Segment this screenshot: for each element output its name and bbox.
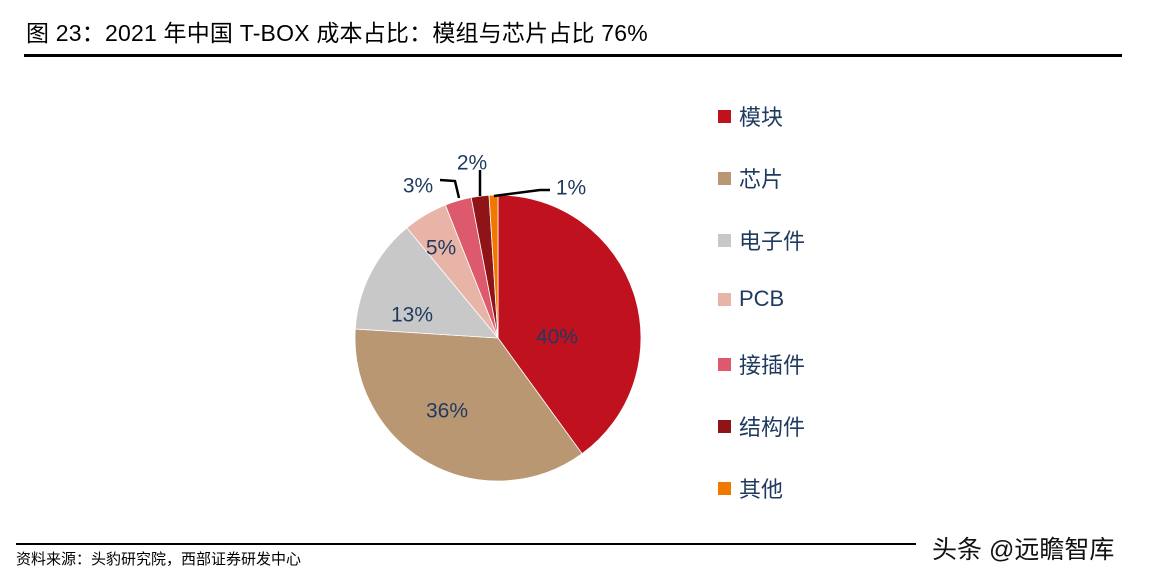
legend-item: 芯片 [718,162,783,194]
pie-slice-1 [354,328,583,482]
pie-label-0: 40% [536,326,578,349]
pie-label-2: 13% [391,304,433,327]
pie-slice-2 [354,227,499,339]
legend-label: 其他 [739,478,784,503]
legend-swatch [718,109,731,123]
leader-lines [439,170,550,199]
watermark: 头条 @远瞻智库 [932,536,1115,564]
legend-item: 结构件 [718,410,805,442]
pie-label-5: 2% [457,152,487,175]
legend-swatch [718,233,731,247]
pie-label-3: 5% [426,237,456,260]
legend-label: 接插件 [739,354,806,379]
pie-label-1: 36% [426,400,468,423]
pie-slice-0 [497,194,642,455]
figure-title: 图 23：2021 年中国 T-BOX 成本占比：模组与芯片占比 76% [26,20,648,46]
pie-slices [354,194,642,482]
legend-label: 结构件 [739,416,806,441]
legend-swatch [718,419,731,433]
legend-swatch [718,357,731,371]
legend-swatch [718,481,731,495]
legend-item: 其他 [718,472,783,504]
source-divider [16,543,916,545]
legend-label: 芯片 [739,168,784,193]
leader-line-3pct [439,178,461,199]
legend-swatch [718,292,731,306]
pie-label-6: 1% [556,177,586,200]
pie-labels: 40% 36% 13% 5% 3% 2% 1% [391,152,586,423]
leader-line-1pct [493,188,550,198]
pie-label-4: 3% [403,175,433,198]
legend-item: PCB [718,286,784,312]
title-divider [24,54,1122,57]
legend-label: 电子件 [739,230,806,255]
legend-item: 模块 [718,100,783,132]
legend-label: PCB [739,286,785,311]
legend-item: 接插件 [718,348,805,380]
legend-swatch [718,171,731,185]
legend-label: 模块 [739,106,784,131]
legend-item: 电子件 [718,224,805,256]
source-note: 资料来源：头豹研究院，西部证券研发中心 [16,550,302,568]
